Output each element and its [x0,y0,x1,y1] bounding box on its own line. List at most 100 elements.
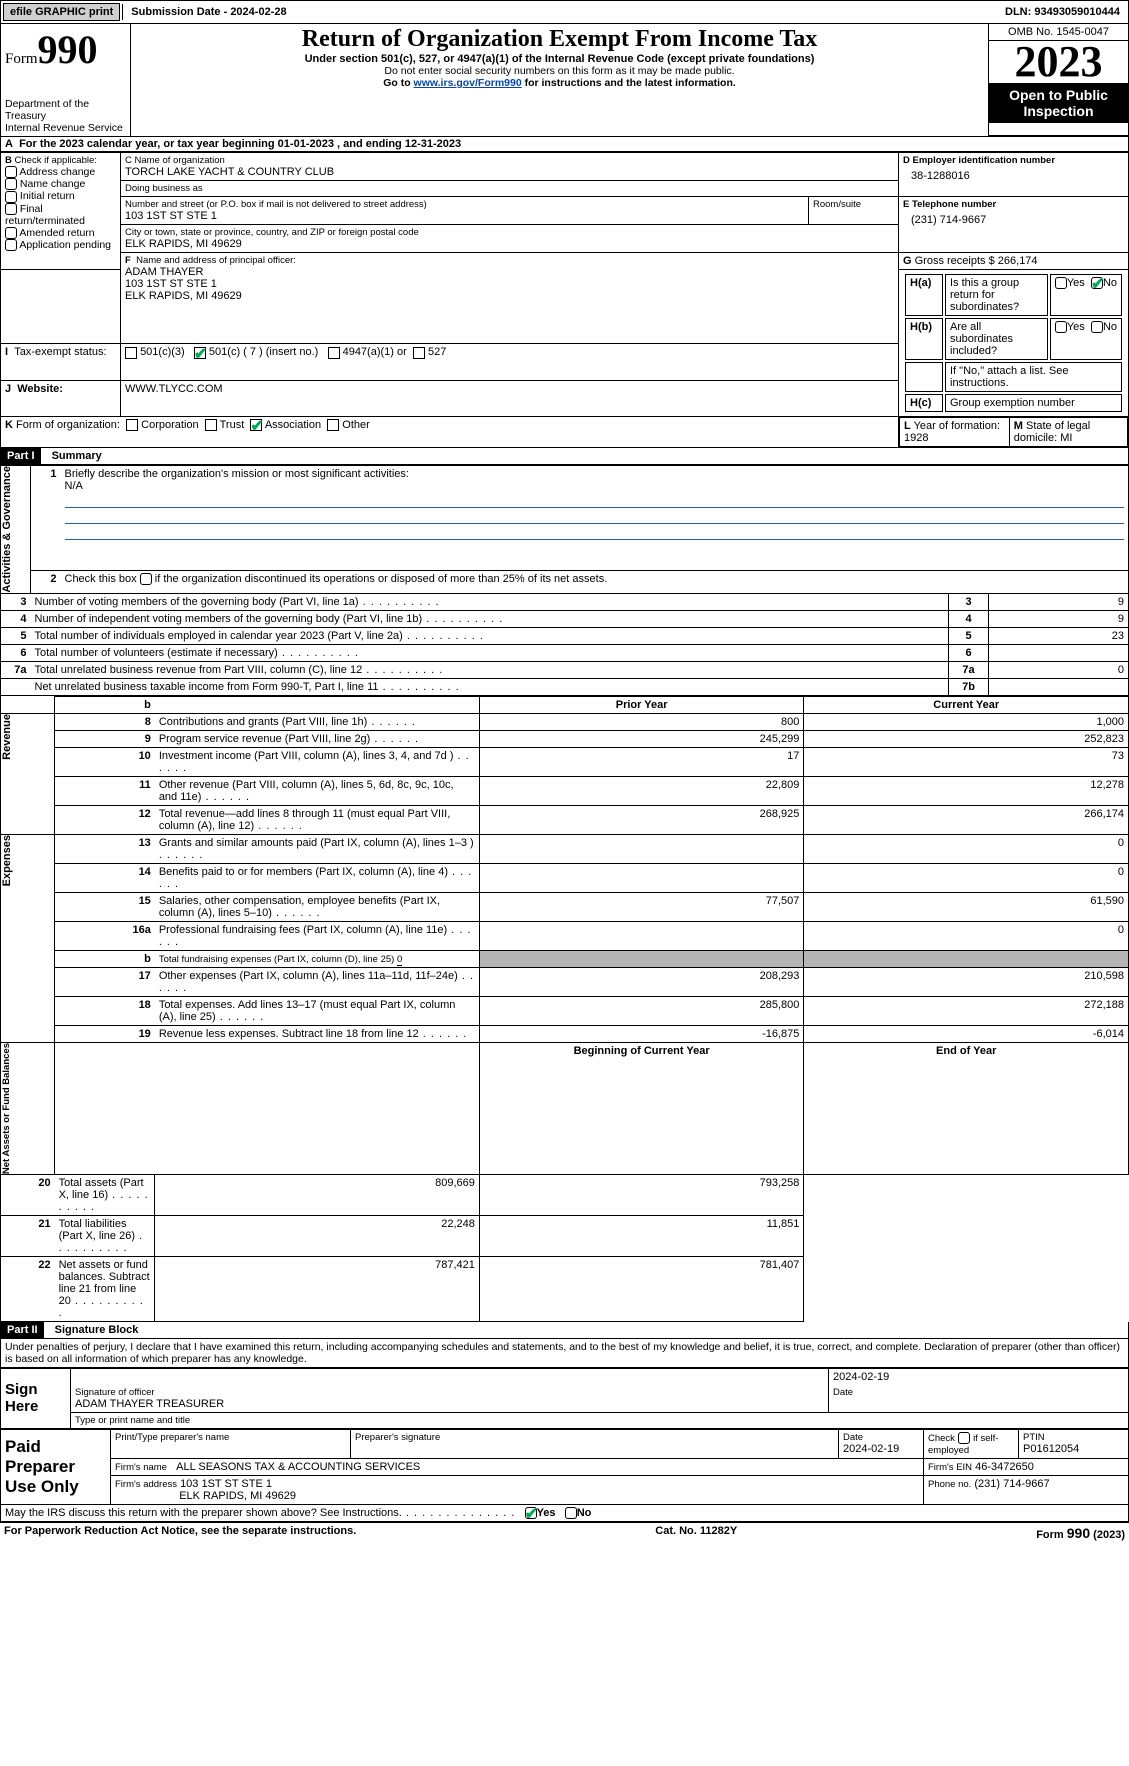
part1-bar: Part I [1,448,41,464]
trust-checkbox[interactable] [205,419,217,431]
officer-label: F Name and address of principal officer: [125,255,894,266]
4947-checkbox[interactable] [328,347,340,359]
sign-date: 2024-02-19 [829,1368,1129,1385]
hb-no-checkbox[interactable] [1091,321,1103,333]
website-label: Website: [17,383,63,395]
other-checkbox[interactable] [327,419,339,431]
sign-table: Sign Here 2024-02-19 Signature of office… [0,1368,1129,1429]
irs-link[interactable]: www.irs.gov/Form990 [414,77,522,89]
527-checkbox[interactable] [413,347,425,359]
prep-date-label: Date [843,1432,919,1443]
summary-table-2: b Prior Year Current Year Revenue8Contri… [0,696,1129,1322]
hc-text: Group exemption number [945,394,1122,412]
tax-exempt-label: Tax-exempt status: [14,346,106,358]
ein-value: 38-1288016 [903,166,1124,186]
corp-checkbox[interactable] [126,419,138,431]
dept-treasury: Department of the Treasury [5,98,126,122]
org-name: TORCH LAKE YACHT & COUNTRY CLUB [125,166,894,178]
boxb-checkbox[interactable] [5,239,17,251]
efile-button[interactable]: efile GRAPHIC print [3,3,120,21]
footer: For Paperwork Reduction Act Notice, see … [0,1522,1129,1543]
hb-label: H(b) [905,318,943,360]
boxb-checkbox[interactable] [5,191,17,203]
type-name-label: Type or print name and title [71,1412,1129,1428]
paid-label: Paid Preparer Use Only [1,1429,111,1504]
501c3-checkbox[interactable] [125,347,137,359]
form-subtitle: Under section 501(c), 527, or 4947(a)(1)… [135,53,984,65]
sig-officer-label: Signature of officer [75,1387,824,1398]
org-name-label: C Name of organization [125,155,894,166]
boxb-checkbox[interactable] [5,166,17,178]
top-bar: efile GRAPHIC print Submission Date - 20… [0,0,1129,23]
dln-text: DLN: 93493059010444 [997,4,1128,20]
form-number: Form990 [5,26,126,73]
gross-receipts: 266,174 [998,255,1038,267]
beg-year-header: Beginning of Current Year [479,1042,804,1174]
discuss-yes-checkbox[interactable] [525,1507,537,1519]
ha-no-checkbox[interactable] [1091,277,1103,289]
year-formation: 1928 [904,432,928,444]
firm-addr1: 103 1ST ST STE 1 [180,1478,272,1490]
phone-label: E Telephone number [903,199,1124,210]
ha-label: H(a) [905,274,943,316]
ha-text: Is this a group return for subordinates? [945,274,1048,316]
mission-value: N/A [65,480,83,492]
prep-name-label: Print/Type preparer's name [115,1432,346,1443]
officer-name: ADAM THAYER TREASURER [75,1398,824,1410]
ag-vlabel: Activities & Governance [1,466,13,593]
ein-label: D Employer identification number [903,155,1124,166]
city-value: ELK RAPIDS, MI 49629 [125,238,894,250]
part2-title: Signature Block [47,1322,147,1338]
na-vlabel: Net Assets or Fund Balances [1,1043,12,1174]
form-header: Form990 Department of the Treasury Inter… [0,23,1129,137]
form-footer: Form 990 (2023) [1036,1525,1125,1541]
cat-no: Cat. No. 11282Y [655,1525,737,1541]
goto-note: Go to www.irs.gov/Form990 for instructio… [135,77,984,89]
boxb-checkbox[interactable] [5,203,17,215]
ssn-note: Do not enter social security numbers on … [135,65,984,77]
dba-label: Doing business as [125,183,894,194]
sig-date-label: Date [833,1387,1124,1398]
self-emp-checkbox[interactable] [958,1432,970,1444]
entity-block: B Check if applicable: Address change Na… [0,152,1129,448]
prep-date: 2024-02-19 [843,1443,899,1455]
summary-table: Activities & Governance 1 Briefly descri… [0,465,1129,696]
street-label: Number and street (or P.O. box if mail i… [125,199,804,210]
boxb-checkbox[interactable] [5,178,17,190]
ptin-value: P01612054 [1023,1443,1079,1455]
hb-yes-checkbox[interactable] [1055,321,1067,333]
city-label: City or town, state or province, country… [125,227,894,238]
street-value: 103 1ST ST STE 1 [125,210,804,222]
hc-label: H(c) [905,394,943,412]
firm-addr2: ELK RAPIDS, MI 49629 [179,1490,296,1502]
perjury-text: Under penalties of perjury, I declare th… [0,1339,1129,1368]
current-year-header: Current Year [804,696,1129,713]
ha-yes-checkbox[interactable] [1055,277,1067,289]
prep-sig-label: Preparer's signature [355,1432,834,1443]
hb-note: If "No," attach a list. See instructions… [945,362,1122,392]
open-public: Open to Public Inspection [989,83,1128,123]
firm-phone: (231) 714-9667 [974,1478,1049,1490]
line-a: A For the 2023 calendar year, or tax yea… [0,137,1129,152]
discontinued-checkbox[interactable] [140,573,152,585]
assoc-checkbox[interactable] [250,419,262,431]
discuss-no-checkbox[interactable] [565,1507,577,1519]
sign-here-label: Sign Here [1,1368,71,1428]
ptin-label: PTIN [1023,1432,1124,1443]
mission-label: Briefly describe the organization's miss… [65,468,409,480]
boxb-checkbox[interactable] [5,227,17,239]
prior-year-header: Prior Year [479,696,804,713]
website-value: WWW.TLYCC.COM [121,380,899,416]
state-domicile: MI [1060,432,1072,444]
submission-date: Submission Date - 2024-02-28 [122,4,294,20]
officer-address: ADAM THAYER103 1ST ST STE 1ELK RAPIDS, M… [125,266,894,302]
501c-checkbox[interactable] [194,347,206,359]
firm-name: ALL SEASONS TAX & ACCOUNTING SERVICES [176,1461,420,1473]
room-label: Room/suite [813,199,894,210]
part1-title: Summary [44,448,110,464]
paperwork-notice: For Paperwork Reduction Act Notice, see … [4,1525,356,1541]
part2-bar: Part II [1,1322,44,1338]
phone-value: (231) 714-9667 [903,210,1124,230]
tax-year: 2023 [989,41,1128,83]
end-year-header: End of Year [804,1042,1129,1174]
